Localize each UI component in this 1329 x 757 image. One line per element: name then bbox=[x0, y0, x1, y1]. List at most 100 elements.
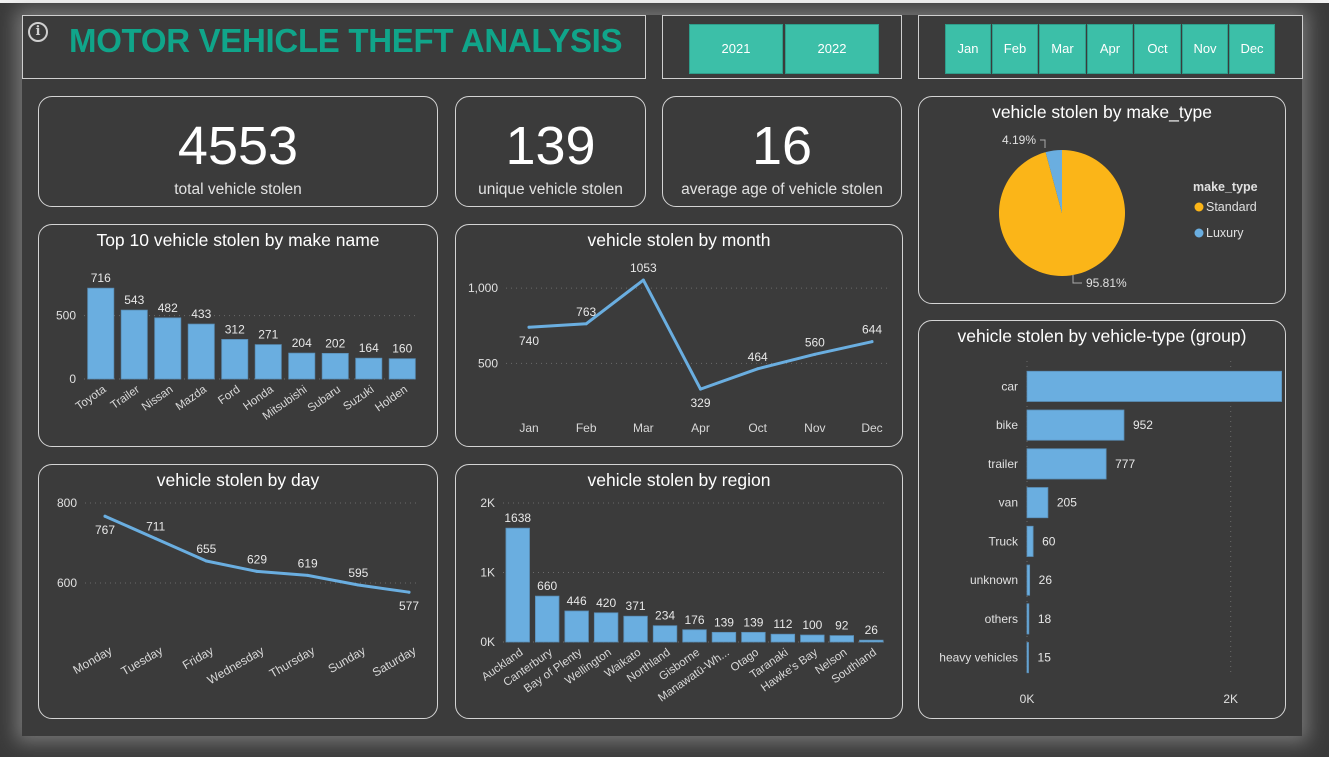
x-tick-label: Mazda bbox=[174, 383, 210, 413]
month-button-feb[interactable]: Feb bbox=[992, 24, 1038, 74]
kpi-value: 16 bbox=[751, 116, 813, 176]
y-tick-label: 600 bbox=[57, 576, 77, 590]
data-label: 176 bbox=[684, 613, 704, 627]
info-circle-icon[interactable]: i bbox=[28, 22, 48, 42]
x-tick-label: Nissan bbox=[140, 384, 176, 414]
data-label: 777 bbox=[1115, 457, 1135, 471]
kpi-value: 139 bbox=[505, 116, 596, 176]
make-type-pie-chart: 4.19% 95.81% make_type Standard Luxury bbox=[999, 133, 1258, 290]
month-slicer: Jan Feb Mar Apr Oct Nov Dec bbox=[918, 15, 1303, 79]
page-title: MOTOR VEHICLE THEFT ANALYSIS bbox=[69, 22, 623, 59]
chart-title: vehicle stolen by vehicle-type (group) bbox=[957, 326, 1247, 346]
pie-slice-luxury bbox=[1045, 150, 1062, 213]
data-point bbox=[813, 352, 817, 356]
month-button-dec[interactable]: Dec bbox=[1229, 24, 1275, 74]
x-tick-label: Thursday bbox=[267, 643, 317, 680]
data-label: 660 bbox=[537, 579, 557, 593]
y-tick-label: 500 bbox=[56, 309, 76, 323]
data-label: 271 bbox=[258, 328, 278, 342]
y-tick-label: 1K bbox=[480, 566, 495, 580]
region-chart-card: vehicle stolen by region 0K 1K 2K 1638 Auckl… bbox=[455, 464, 903, 719]
bar bbox=[254, 344, 282, 380]
bar bbox=[1026, 370, 1283, 402]
kpi-average-age: 16 average age of vehicle stolen bbox=[662, 96, 902, 207]
x-tick-label: 2K bbox=[1223, 692, 1238, 706]
data-label: 577 bbox=[399, 599, 419, 613]
kpi-label: average age of vehicle stolen bbox=[681, 181, 883, 198]
x-tick-label: Saturday bbox=[370, 643, 419, 679]
bar bbox=[1026, 448, 1107, 480]
legend-marker-luxury bbox=[1194, 228, 1204, 238]
month-button-apr[interactable]: Apr bbox=[1087, 24, 1133, 74]
x-tick-label: Ford bbox=[216, 384, 242, 407]
x-tick-label: Subaru bbox=[306, 384, 343, 415]
x-tick-label: Trailer bbox=[109, 384, 142, 412]
data-label: 139 bbox=[743, 615, 763, 629]
make-chart-card: Top 10 vehicle stolen by make name 0 500 7… bbox=[38, 224, 438, 447]
y-tick-label: 800 bbox=[57, 496, 77, 510]
data-label: 139 bbox=[714, 615, 734, 629]
x-tick-label: Suzuki bbox=[341, 384, 376, 414]
bar bbox=[187, 323, 215, 380]
month-button-oct[interactable]: Oct bbox=[1134, 24, 1181, 74]
x-tick-label: Wednesday bbox=[205, 643, 267, 687]
y-tick-label: 1,000 bbox=[468, 281, 498, 295]
year-slicer: 2021 2022 bbox=[662, 15, 902, 79]
data-label: 312 bbox=[225, 322, 245, 336]
x-tick-label: Apr bbox=[691, 421, 710, 435]
data-point bbox=[306, 573, 310, 577]
kpi-label: total vehicle stolen bbox=[174, 181, 302, 198]
x-tick-label: Oct bbox=[748, 421, 767, 435]
month-button-jan[interactable]: Jan bbox=[945, 24, 991, 74]
leader-line bbox=[1072, 275, 1082, 284]
bar bbox=[535, 595, 560, 643]
dashboard-canvas: i MOTOR VEHICLE THEFT ANALYSIS 2021 2022… bbox=[22, 15, 1303, 736]
data-point bbox=[641, 278, 645, 282]
year-button-2021[interactable]: 2021 bbox=[689, 24, 783, 74]
y-tick-label: trailer bbox=[988, 457, 1018, 471]
data-label: 644 bbox=[862, 323, 882, 337]
bar bbox=[355, 357, 383, 380]
bar bbox=[711, 631, 737, 643]
make-bar-chart: 0 500 716 Toyota 543 Trailer 482 Nissan 433 Mazda… bbox=[56, 271, 419, 423]
x-tick-label: 0K bbox=[1020, 692, 1035, 706]
data-label: 371 bbox=[626, 599, 646, 613]
x-tick-label: Holden bbox=[373, 384, 410, 415]
data-point bbox=[356, 583, 360, 587]
chart-title: vehicle stolen by day bbox=[156, 470, 320, 490]
bar bbox=[1026, 487, 1049, 519]
bar bbox=[770, 633, 796, 643]
bar bbox=[1026, 642, 1029, 674]
data-label: 560 bbox=[805, 335, 825, 349]
vehicle-type-chart-card: vehicle stolen by vehicle-type (group) 0… bbox=[918, 320, 1286, 719]
title-frame: i MOTOR VEHICLE THEFT ANALYSIS bbox=[22, 15, 646, 79]
data-label: 100 bbox=[802, 618, 822, 632]
month-button-nov[interactable]: Nov bbox=[1182, 24, 1228, 74]
y-tick-label: 2K bbox=[480, 496, 495, 510]
data-label: 112 bbox=[773, 617, 792, 631]
data-label: 433 bbox=[191, 307, 211, 321]
bar bbox=[1026, 603, 1030, 635]
x-tick-label: Dec bbox=[861, 421, 882, 435]
kpi-label: unique vehicle stolen bbox=[478, 181, 623, 198]
data-label: 205 bbox=[1057, 496, 1077, 510]
data-label: 26 bbox=[1039, 573, 1053, 587]
top-strip bbox=[0, 0, 1329, 3]
month-button-mar[interactable]: Mar bbox=[1039, 24, 1086, 74]
month-chart-card: vehicle stolen by month 500 1,000 740 Jan 76… bbox=[455, 224, 903, 447]
year-button-2022[interactable]: 2022 bbox=[785, 24, 879, 74]
chart-title: vehicle stolen by make_type bbox=[992, 102, 1212, 122]
y-tick-label: bike bbox=[996, 418, 1018, 432]
data-label: 763 bbox=[576, 305, 596, 319]
y-tick-label: 0K bbox=[480, 635, 495, 649]
data-label: 95.81% bbox=[1086, 276, 1127, 290]
data-label: 234 bbox=[655, 609, 675, 623]
bar bbox=[1026, 409, 1125, 441]
data-label: 767 bbox=[95, 523, 115, 537]
x-tick-label: Toyota bbox=[74, 383, 109, 413]
y-tick-label: unknown bbox=[970, 573, 1018, 587]
y-tick-label: others bbox=[985, 612, 1018, 626]
data-label: 202 bbox=[325, 336, 345, 350]
data-label: 446 bbox=[567, 594, 587, 608]
